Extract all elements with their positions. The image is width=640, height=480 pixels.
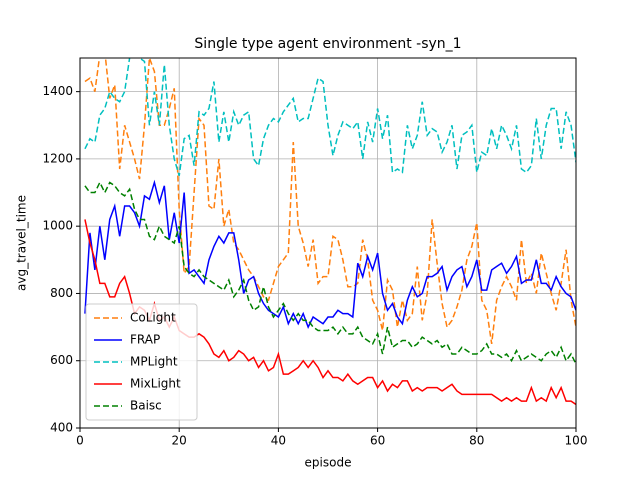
series-line: [84, 180, 576, 365]
y-tick-label: 800: [50, 286, 73, 300]
x-tick-label: 60: [370, 434, 385, 448]
plot-frame: [79, 57, 577, 429]
x-tick-label: 40: [271, 434, 286, 448]
y-tick-label: 400: [50, 421, 73, 435]
legend-label: Baisc: [130, 399, 162, 413]
series-line: [84, 58, 576, 176]
legend-label: CoLight: [130, 311, 176, 325]
legend: CoLight FRAP MPLight MixLight Baisc: [85, 303, 198, 421]
chart-title: Single type agent environment -syn_1: [194, 36, 461, 52]
x-tick-label: 80: [469, 434, 484, 448]
y-tick-label: 1200: [42, 151, 73, 165]
series-line: [84, 179, 576, 329]
x-tick-label: 0: [76, 434, 84, 448]
legend-label: MPLight: [130, 355, 178, 369]
y-tick-label: 1000: [42, 219, 73, 233]
x-axis-label: episode: [305, 456, 352, 470]
y-axis-label: avg_travel_time: [15, 195, 29, 291]
x-tick-label: 20: [172, 434, 187, 448]
ticks: 0 20 40 60 80 100 400 600 800 1000 1200 1400: [42, 84, 587, 447]
legend-label: FRAP: [130, 333, 160, 347]
series-line: [84, 58, 576, 345]
y-tick-label: 1400: [42, 84, 73, 98]
legend-box: [85, 303, 198, 421]
x-tick-label: 100: [565, 434, 588, 448]
y-tick-label: 600: [50, 353, 73, 367]
legend-label: MixLight: [130, 377, 181, 391]
